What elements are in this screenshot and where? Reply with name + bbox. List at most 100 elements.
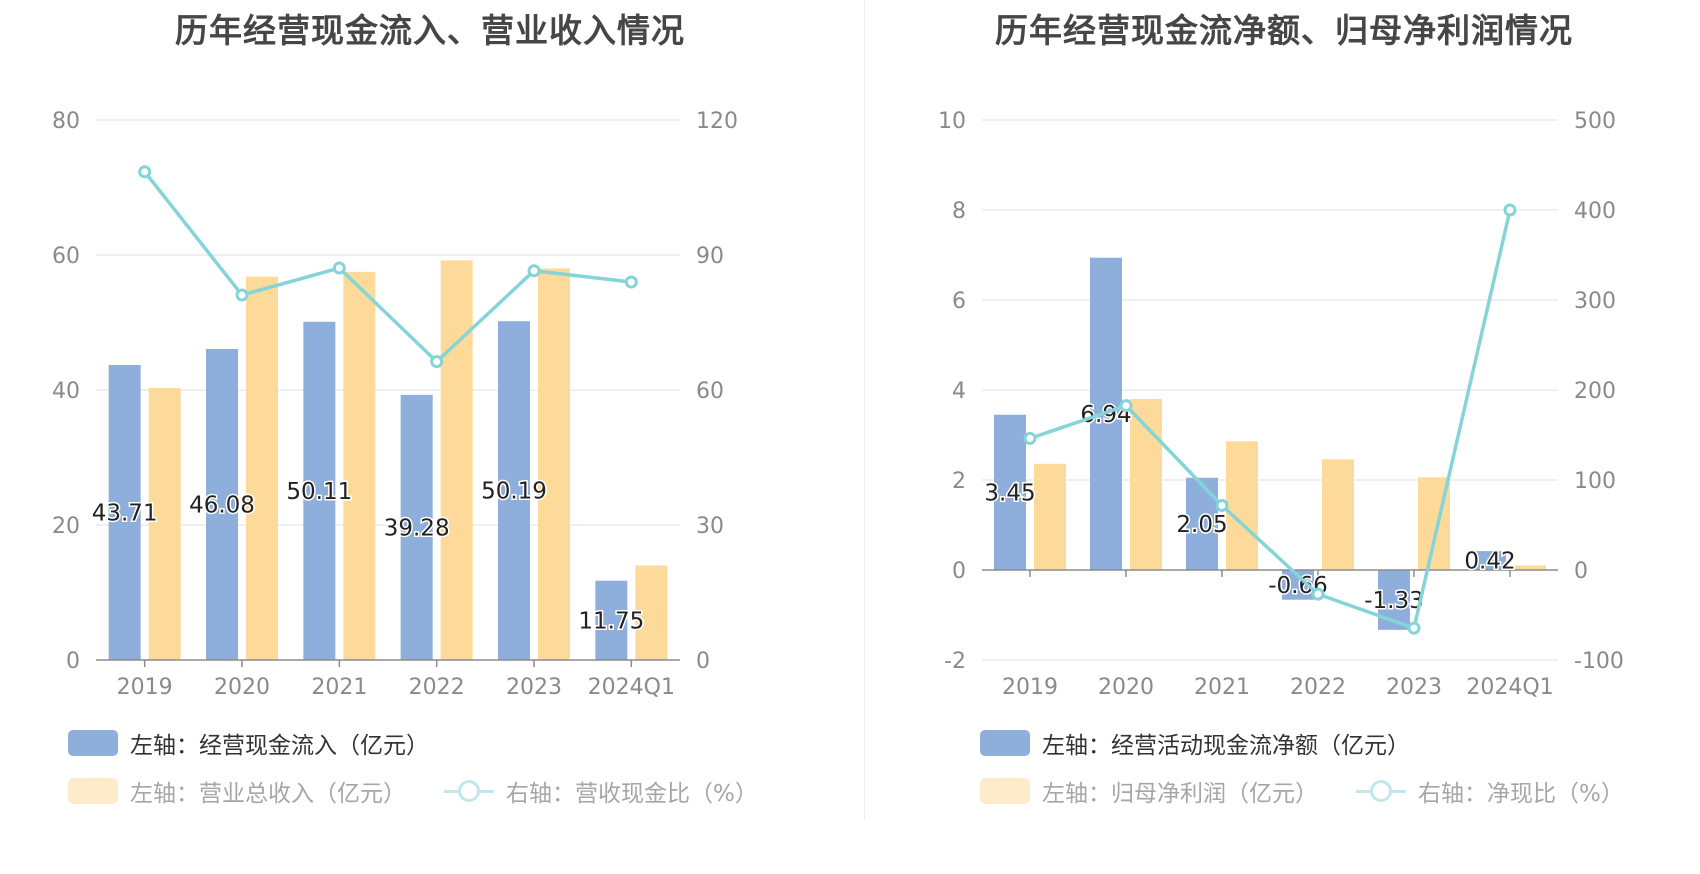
legend-label-net-cash-flow: 左轴：经营活动现金流净额（亿元） <box>1042 733 1410 759</box>
data-label: -1.33 <box>1364 588 1424 614</box>
legend-swatch-net-cash-flow <box>980 730 1030 756</box>
x-tick-label: 2020 <box>214 675 270 700</box>
bar-series-1 <box>1186 477 1218 570</box>
bar-series-2 <box>148 387 181 660</box>
line-point <box>624 275 638 289</box>
legend-item-net-profit[interactable]: 左轴：归母净利润（亿元） <box>980 774 1318 808</box>
line-point <box>527 264 541 278</box>
bar-series-1 <box>595 580 628 660</box>
bar-series-1 <box>994 414 1026 570</box>
y-tick-label-left: 0 <box>66 649 80 674</box>
y-tick-label-left: 2 <box>952 469 966 494</box>
x-tick-label: 2024Q1 <box>1466 675 1553 700</box>
x-tick-label: 2019 <box>1002 675 1058 700</box>
panel-divider <box>864 0 865 820</box>
x-tick-label: 2024Q1 <box>588 675 675 700</box>
y-tick-label-right: 60 <box>696 379 724 404</box>
y-tick-label-left: 20 <box>52 514 80 539</box>
y-tick-label-right: 0 <box>1574 559 1588 584</box>
chart-title-left: 历年经营现金流入、营业收入情况 <box>175 11 685 50</box>
bar-series-1 <box>206 348 238 660</box>
bar-series-1 <box>108 364 141 660</box>
y-tick-label-right: 200 <box>1574 379 1616 404</box>
legend-label-revenue: 左轴：营业总收入（亿元） <box>130 781 406 807</box>
line-point <box>1119 399 1133 413</box>
y-tick-label-left: 8 <box>952 199 966 224</box>
legend-item-net-cash-flow[interactable]: 左轴：经营活动现金流净额（亿元） <box>980 726 1410 760</box>
bar-series-2 <box>246 276 278 660</box>
y-tick-label-left: 40 <box>52 379 80 404</box>
legend-swatch-revenue <box>68 778 118 804</box>
bar-series-2 <box>538 268 570 660</box>
y-tick-label-right: -100 <box>1574 649 1624 674</box>
chart-panel-right: 历年经营现金流净额、归母净利润情况 -2 -100 0 0 2 100 4 200 6 300 8 4… <box>868 0 1700 874</box>
legend-item-cash-inflow[interactable]: 左轴：经营现金流入（亿元） <box>68 726 429 760</box>
x-tick-label: 2021 <box>1194 675 1250 700</box>
legend-label-revenue-cash-ratio: 右轴：营收现金比（%） <box>506 781 758 807</box>
y-tick-label-left: 6 <box>952 289 966 314</box>
y-tick-label-right: 0 <box>696 649 710 674</box>
data-label: 50.19 <box>481 479 547 505</box>
y-tick-label-right: 300 <box>1574 289 1616 314</box>
line-point <box>1311 587 1325 601</box>
bar-series-2 <box>1034 463 1066 570</box>
chart-title-right: 历年经营现金流净额、归母净利润情况 <box>995 11 1573 50</box>
bar-series-2 <box>440 260 473 660</box>
y-tick-label-right: 500 <box>1574 109 1616 134</box>
data-label: 3.45 <box>984 480 1035 506</box>
y-tick-label-left: 4 <box>952 379 966 404</box>
legend-line-icon-right <box>1356 778 1406 804</box>
bar-series-1 <box>498 321 530 660</box>
data-label: 39.28 <box>384 515 450 541</box>
bar-series-1 <box>400 394 433 660</box>
bar-series-1 <box>303 321 336 660</box>
legend-label-net-profit: 左轴：归母净利润（亿元） <box>1042 781 1318 807</box>
x-tick-label: 2019 <box>117 675 173 700</box>
bar-series-2 <box>1322 459 1354 570</box>
legend-swatch-net-profit <box>980 778 1030 804</box>
line-point <box>235 288 249 302</box>
line-point <box>1503 203 1517 217</box>
chart-panel-left: 历年经营现金流入、营业收入情况 0 0 20 30 40 60 60 90 80 120 2019 2… <box>52 11 758 808</box>
chart-canvas-left: 0 0 20 30 40 60 60 90 80 120 2019 2020 2021 2022 2023 2… <box>52 109 738 700</box>
y-tick-label-right: 90 <box>696 244 724 269</box>
line-point <box>1023 431 1037 445</box>
data-label: 46.08 <box>189 492 255 518</box>
line-series <box>143 170 632 365</box>
y-tick-label-left: 80 <box>52 109 80 134</box>
x-tick-label: 2022 <box>1290 675 1346 700</box>
legend-item-revenue-cash-ratio[interactable]: 右轴：营收现金比（%） <box>444 774 758 808</box>
data-label: 2.05 <box>1176 512 1227 538</box>
line-point <box>332 261 346 275</box>
x-tick-label: 2023 <box>506 675 562 700</box>
y-tick-label-right: 100 <box>1574 469 1616 494</box>
bar-series-2 <box>635 565 668 660</box>
data-label: 11.75 <box>578 608 644 634</box>
data-label: 50.11 <box>286 479 352 505</box>
x-tick-label: 2022 <box>409 675 465 700</box>
bar-series-1 <box>1474 551 1506 570</box>
bar-series-2 <box>1514 565 1546 570</box>
legend-swatch-cash-inflow <box>68 730 118 756</box>
line-point <box>1407 621 1421 635</box>
x-tick-label: 2020 <box>1098 675 1154 700</box>
y-tick-label-left: -2 <box>944 649 966 674</box>
y-tick-label-right: 30 <box>696 514 724 539</box>
legend-item-revenue[interactable]: 左轴：营业总收入（亿元） <box>68 774 406 808</box>
chart-canvas-right: -2 -100 0 0 2 100 4 200 6 300 8 400 10 500 2019 2020 202… <box>938 109 1624 700</box>
y-tick-label-left: 60 <box>52 244 80 269</box>
data-label: 0.42 <box>1464 549 1515 575</box>
bar-series-2 <box>1226 441 1258 570</box>
line-series <box>1029 209 1512 631</box>
legend-item-net-cash-ratio[interactable]: 右轴：净现比（%） <box>1356 774 1624 808</box>
x-tick-label: 2021 <box>311 675 367 700</box>
legend-label-net-cash-ratio: 右轴：净现比（%） <box>1418 781 1624 807</box>
x-tick-label: 2023 <box>1386 675 1442 700</box>
y-tick-label-right: 120 <box>696 109 738 134</box>
bar-series-2 <box>343 271 376 660</box>
data-label: 43.71 <box>92 500 158 526</box>
line-point <box>138 165 152 179</box>
line-point <box>1215 498 1229 512</box>
y-tick-label-right: 400 <box>1574 199 1616 224</box>
line-point <box>430 355 444 369</box>
